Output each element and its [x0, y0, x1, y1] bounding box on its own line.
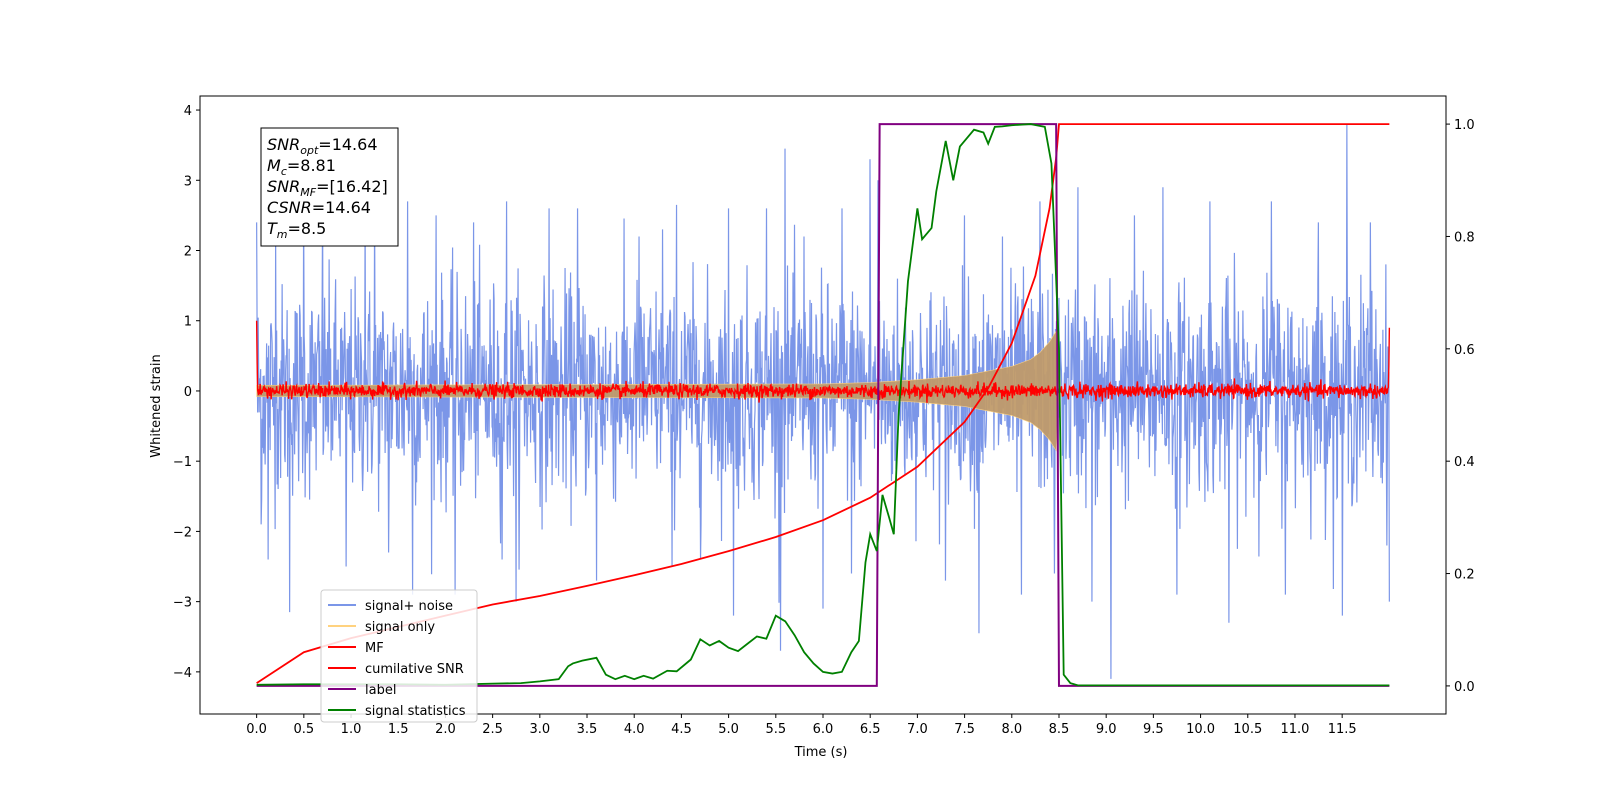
y-tick-label-right: 0.8 [1454, 230, 1475, 245]
x-tick-label: 7.0 [907, 722, 928, 737]
y-tick-label-left: −2 [173, 525, 192, 540]
x-tick-label: 9.5 [1143, 722, 1164, 737]
x-tick-label: 1.0 [341, 722, 362, 737]
y-tick-label-left: −3 [173, 596, 192, 611]
x-tick-label: 7.5 [954, 722, 975, 737]
x-tick-label: 2.0 [435, 722, 456, 737]
x-tick-label: 9.0 [1096, 722, 1117, 737]
y-tick-label-right: 0.4 [1454, 455, 1475, 470]
y-tick-label-left: −4 [173, 666, 192, 681]
annotation-line: Mc=8.81 [267, 156, 336, 178]
annotation-line: Tm=8.5 [267, 219, 326, 241]
x-tick-label: 6.5 [860, 722, 881, 737]
legend: signal+ noise signal only MF cumilative SNR… [320, 589, 478, 723]
x-tick-label: 0.5 [293, 722, 314, 737]
annotation-line: CSNR=14.64 [267, 198, 371, 217]
x-tick-label: 8.0 [1001, 722, 1022, 737]
annotation-box [260, 127, 399, 247]
y-tick-label-left: −1 [173, 455, 192, 470]
legend-label: signal only [365, 620, 435, 635]
x-tick-label: 10.0 [1186, 722, 1215, 737]
x-tick-label: 6.0 [813, 722, 834, 737]
legend-label: label [365, 683, 396, 698]
x-tick-label: 1.5 [388, 722, 409, 737]
series-mf [255, 320, 1391, 403]
legend-label: signal statistics [365, 704, 466, 719]
x-tick-label: 10.5 [1233, 722, 1262, 737]
y-tick-label-right: 0.2 [1454, 568, 1475, 583]
x-tick-label: 5.0 [718, 722, 739, 737]
x-tick-label: 3.0 [529, 722, 550, 737]
x-axis: 0.0 0.5 1.0 1.5 2.0 2.5 3.0 3.5 4.0 4.5 5.0 5.5 6.0 6… [246, 714, 1357, 737]
y-tick-label-right: 0.6 [1454, 343, 1475, 358]
x-tick-label: 2.5 [482, 722, 503, 737]
y-tick-label-left: 4 [184, 104, 192, 119]
x-tick-label: 4.5 [671, 722, 692, 737]
annotation-line: SNRopt=14.64 [267, 135, 378, 157]
stats-annotation: SNRopt=14.64Mc=8.81SNRMF=[16.42]CSNR=14.… [260, 127, 399, 247]
x-tick-label: 11.0 [1280, 722, 1309, 737]
y-tick-label-right: 1.0 [1454, 118, 1475, 133]
legend-label: MF [365, 641, 384, 656]
x-tick-label: 0.0 [246, 722, 267, 737]
series-signal-noise [256, 124, 1390, 679]
legend-label: cumilative SNR [365, 662, 464, 677]
series-signal-statistics [256, 123, 1390, 687]
legend-box [320, 589, 478, 723]
x-tick-label: 4.0 [624, 722, 645, 737]
y-tick-label-left: 0 [184, 385, 192, 400]
y-tick-label-right: 0.0 [1454, 680, 1475, 695]
y-tick-label-left: 2 [184, 245, 192, 260]
x-tick-label: 3.5 [577, 722, 598, 737]
annotation-line: SNRMF=[16.42] [267, 177, 388, 199]
y-tick-label-left: 3 [184, 174, 192, 189]
y-axis-left: 4 3 2 1 0 −1 −2 −3 −4 [173, 104, 200, 681]
x-axis-label: Time (s) [794, 745, 848, 760]
x-tick-label: 11.5 [1328, 722, 1357, 737]
x-tick-label: 8.5 [1049, 722, 1070, 737]
y-axis-right: 1.0 0.8 0.6 0.4 0.2 0.0 [1446, 118, 1475, 695]
x-tick-label: 5.5 [765, 722, 786, 737]
y-axis-label: Whitened strain [149, 354, 164, 457]
legend-label: signal+ noise [365, 599, 453, 614]
y-tick-label-left: 1 [184, 315, 192, 330]
